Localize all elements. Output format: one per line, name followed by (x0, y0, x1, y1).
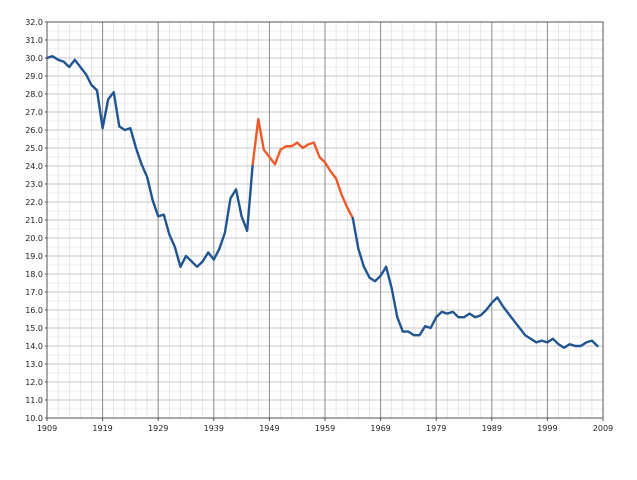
x-tick-label: 1929 (148, 424, 168, 433)
series-line-1 (45, 55, 254, 268)
y-tick-label: 20.0 (25, 234, 43, 243)
y-tick-label: 16.0 (25, 306, 43, 315)
x-tick-label: 2009 (593, 424, 613, 433)
x-tick-label: 1919 (92, 424, 112, 433)
y-tick-label: 31.0 (25, 36, 43, 45)
y-tick-label: 28.0 (25, 90, 43, 99)
y-tick-label: 22.0 (25, 198, 43, 207)
series-line-2 (251, 118, 354, 220)
y-tick-label: 26.0 (25, 126, 43, 135)
y-tick-label: 32.0 (25, 18, 43, 27)
x-tick-label: 1969 (370, 424, 390, 433)
y-tick-label: 25.0 (25, 144, 43, 153)
y-tick-label: 24.0 (25, 162, 43, 171)
y-tick-label: 30.0 (25, 54, 43, 63)
major-gridlines (47, 22, 603, 418)
y-tick-label: 23.0 (25, 180, 43, 189)
x-tick-label: 1959 (315, 424, 335, 433)
y-axis-tick-labels: 10.0 11.0 12.0 13.0 14.0 15.0 16.0 17.0 18.0 19.0… (25, 18, 47, 423)
y-tick-label: 27.0 (25, 108, 43, 117)
y-tick-label: 14.0 (25, 342, 43, 351)
x-tick-label: 1979 (426, 424, 446, 433)
y-tick-label: 10.0 (25, 414, 43, 423)
y-tick-label: 18.0 (25, 270, 43, 279)
y-tick-label: 29.0 (25, 72, 43, 81)
x-tick-label: 1909 (37, 424, 57, 433)
x-tick-label: 1949 (259, 424, 279, 433)
y-tick-label: 21.0 (25, 216, 43, 225)
y-tick-label: 19.0 (25, 252, 43, 261)
y-tick-label: 17.0 (25, 288, 43, 297)
x-tick-label: 1999 (537, 424, 557, 433)
x-tick-label: 1939 (204, 424, 224, 433)
series-lines (45, 55, 599, 349)
y-tick-label: 11.0 (25, 396, 43, 405)
y-tick-label: 15.0 (25, 324, 43, 333)
y-tick-label: 13.0 (25, 360, 43, 369)
x-tick-label: 1989 (482, 424, 502, 433)
y-tick-label: 12.0 (25, 378, 43, 387)
series-line-3 (351, 217, 599, 349)
x-axis-tick-labels: 1909 1919 1929 1939 1949 1959 1969 1979 1989 1999… (37, 418, 613, 433)
